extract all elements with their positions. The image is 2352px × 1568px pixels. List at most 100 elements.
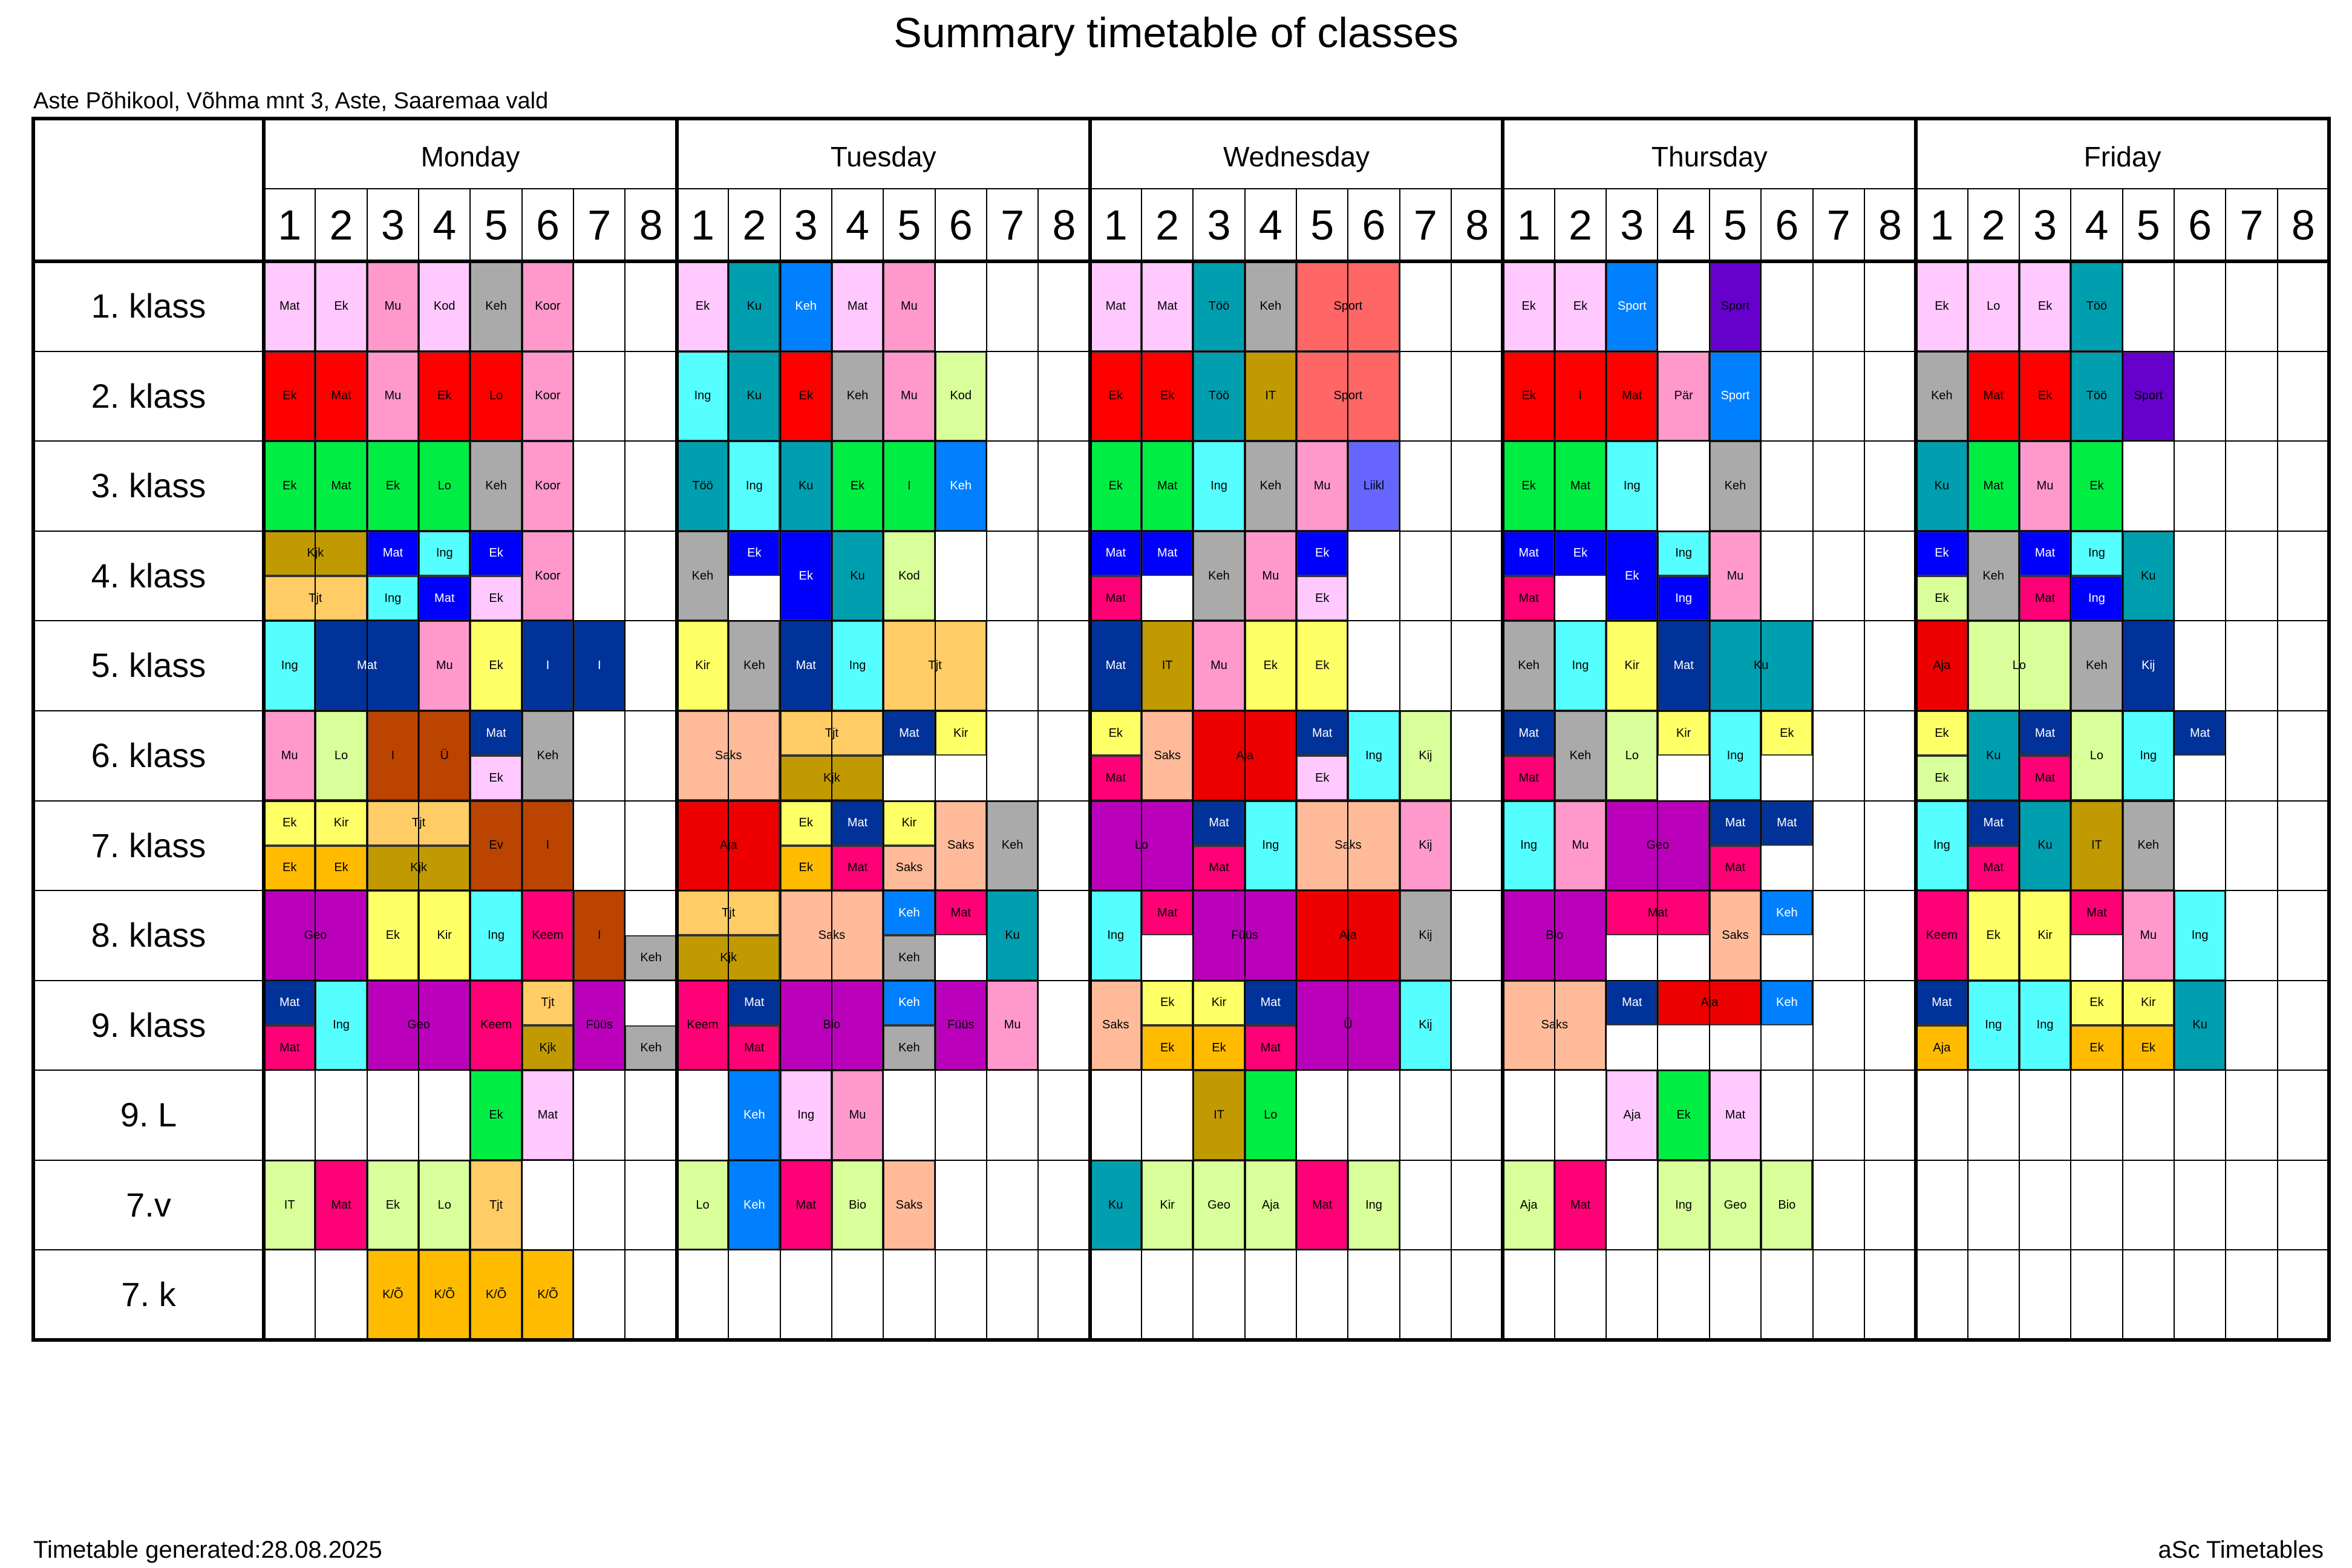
- lesson-cell[interactable]: Mat: [1296, 1160, 1348, 1250]
- lesson-cell[interactable]: Mat: [1503, 576, 1555, 621]
- lesson-cell[interactable]: Sport: [1606, 261, 1658, 351]
- lesson-cell[interactable]: Aja: [1916, 621, 1968, 711]
- lesson-cell[interactable]: Mat: [1141, 890, 1194, 936]
- lesson-cell[interactable]: Saks: [883, 845, 935, 891]
- lesson-cell[interactable]: Keh: [935, 441, 987, 531]
- lesson-cell[interactable]: I: [367, 710, 419, 801]
- lesson-cell[interactable]: Keh: [470, 441, 522, 531]
- lesson-cell[interactable]: IT: [1193, 1070, 1245, 1160]
- lesson-cell[interactable]: Ek: [676, 261, 729, 351]
- lesson-cell[interactable]: Ing: [1193, 441, 1245, 531]
- lesson-cell[interactable]: Mat: [1761, 800, 1813, 846]
- lesson-cell[interactable]: Aja: [1503, 1160, 1555, 1250]
- lesson-cell[interactable]: Kir: [883, 800, 935, 846]
- lesson-cell[interactable]: Keh: [1193, 531, 1245, 621]
- lesson-cell[interactable]: Keh: [986, 800, 1039, 891]
- lesson-cell[interactable]: Keh: [1244, 261, 1296, 351]
- lesson-cell[interactable]: Bio: [831, 1160, 884, 1250]
- lesson-cell[interactable]: Ku: [728, 351, 780, 442]
- lesson-cell[interactable]: Ing: [676, 351, 729, 442]
- lesson-cell[interactable]: Mat: [1606, 351, 1658, 442]
- lesson-cell[interactable]: Mat: [1141, 531, 1194, 577]
- lesson-cell[interactable]: Ek: [728, 531, 780, 577]
- lesson-cell[interactable]: Mu: [1554, 800, 1607, 891]
- lesson-cell[interactable]: Ek: [1193, 1025, 1245, 1071]
- lesson-cell[interactable]: Ing: [1606, 441, 1658, 531]
- lesson-cell[interactable]: Mat: [1089, 621, 1142, 711]
- lesson-cell[interactable]: Kij: [1399, 710, 1452, 801]
- lesson-cell[interactable]: Mat: [1709, 845, 1762, 891]
- lesson-cell[interactable]: Ing: [2019, 980, 2071, 1071]
- lesson-cell[interactable]: Keh: [1554, 710, 1607, 801]
- lesson-cell[interactable]: Kod: [419, 261, 471, 351]
- lesson-cell[interactable]: Mat: [1141, 441, 1194, 531]
- lesson-cell[interactable]: Kir: [2122, 980, 2174, 1025]
- lesson-cell[interactable]: Ek: [1296, 576, 1348, 621]
- lesson-cell[interactable]: Geo: [1193, 1160, 1245, 1250]
- lesson-cell[interactable]: Ek: [2019, 261, 2071, 351]
- lesson-cell[interactable]: Mat: [264, 1025, 316, 1071]
- lesson-cell[interactable]: Ek: [1503, 261, 1555, 351]
- lesson-cell[interactable]: Lo: [1244, 1070, 1296, 1160]
- lesson-cell[interactable]: Ek: [264, 800, 316, 846]
- lesson-cell[interactable]: Ek: [264, 845, 316, 891]
- lesson-cell[interactable]: Kir: [315, 800, 367, 846]
- lesson-cell[interactable]: Ing: [1709, 710, 1762, 801]
- lesson-cell[interactable]: Ek: [315, 261, 367, 351]
- lesson-cell[interactable]: Ek: [1967, 890, 2019, 981]
- lesson-cell[interactable]: Mat: [1089, 531, 1142, 577]
- lesson-cell[interactable]: Pär: [1658, 351, 1710, 442]
- lesson-cell[interactable]: Saks: [1089, 980, 1142, 1071]
- lesson-cell[interactable]: Koor: [521, 531, 574, 621]
- lesson-cell[interactable]: Mat: [1554, 1160, 1607, 1250]
- lesson-cell[interactable]: Bio: [1761, 1160, 1813, 1250]
- lesson-cell[interactable]: Keh: [728, 1070, 780, 1160]
- lesson-cell[interactable]: Ing: [1348, 1160, 1400, 1250]
- lesson-cell[interactable]: Mu: [1296, 441, 1348, 531]
- lesson-cell[interactable]: Keh: [883, 935, 935, 981]
- lesson-cell[interactable]: Ek: [1296, 756, 1348, 801]
- lesson-cell[interactable]: Mat: [1967, 351, 2019, 442]
- lesson-cell[interactable]: Mu: [831, 1070, 884, 1160]
- lesson-cell[interactable]: Mat: [1709, 800, 1762, 846]
- lesson-cell[interactable]: Ek: [367, 890, 419, 981]
- lesson-cell[interactable]: Liikl: [1348, 441, 1400, 531]
- lesson-cell[interactable]: Mat: [780, 621, 832, 711]
- lesson-cell[interactable]: Ing: [1244, 800, 1296, 891]
- lesson-cell[interactable]: Ing: [1658, 1160, 1710, 1250]
- lesson-cell[interactable]: Kir: [1658, 710, 1710, 756]
- lesson-cell[interactable]: Ku: [2174, 980, 2226, 1071]
- lesson-cell[interactable]: Töö: [2071, 351, 2123, 442]
- lesson-cell[interactable]: Ek: [1554, 531, 1607, 577]
- lesson-cell[interactable]: Mat: [1658, 621, 1710, 711]
- lesson-cell[interactable]: Mat: [1503, 531, 1555, 577]
- lesson-cell[interactable]: Ing: [470, 890, 522, 981]
- lesson-cell[interactable]: Aja: [1606, 1070, 1658, 1160]
- lesson-cell[interactable]: IT: [2071, 800, 2123, 891]
- lesson-cell[interactable]: Lo: [315, 710, 367, 801]
- lesson-cell[interactable]: Saks: [935, 800, 987, 891]
- lesson-cell[interactable]: Ek: [264, 351, 316, 442]
- lesson-cell[interactable]: Kij: [2122, 621, 2174, 711]
- lesson-cell[interactable]: Aja: [1916, 1025, 1968, 1071]
- lesson-cell[interactable]: Ing: [1916, 800, 1968, 891]
- lesson-cell[interactable]: Ek: [1761, 710, 1813, 756]
- lesson-cell[interactable]: Keh: [2122, 800, 2174, 891]
- lesson-cell[interactable]: Keh: [1761, 890, 1813, 936]
- lesson-cell[interactable]: Mat: [2174, 710, 2226, 756]
- lesson-cell[interactable]: Sport: [1709, 351, 1762, 442]
- lesson-cell[interactable]: Ek: [780, 845, 832, 891]
- lesson-cell[interactable]: Füüs: [573, 980, 626, 1071]
- lesson-cell[interactable]: Mat: [831, 800, 884, 846]
- lesson-cell[interactable]: Ek: [2122, 1025, 2174, 1071]
- lesson-cell[interactable]: Mat: [1916, 980, 1968, 1025]
- lesson-cell[interactable]: Lo: [1967, 261, 2019, 351]
- lesson-cell[interactable]: Keem: [676, 980, 729, 1071]
- lesson-cell[interactable]: Kij: [1399, 980, 1452, 1071]
- lesson-cell[interactable]: I: [521, 621, 574, 711]
- lesson-cell[interactable]: Ing: [1554, 621, 1607, 711]
- lesson-cell[interactable]: Mat: [1503, 710, 1555, 756]
- lesson-cell[interactable]: Töö: [1193, 261, 1245, 351]
- lesson-cell[interactable]: Ing: [1503, 800, 1555, 891]
- lesson-cell[interactable]: Mat: [1089, 576, 1142, 621]
